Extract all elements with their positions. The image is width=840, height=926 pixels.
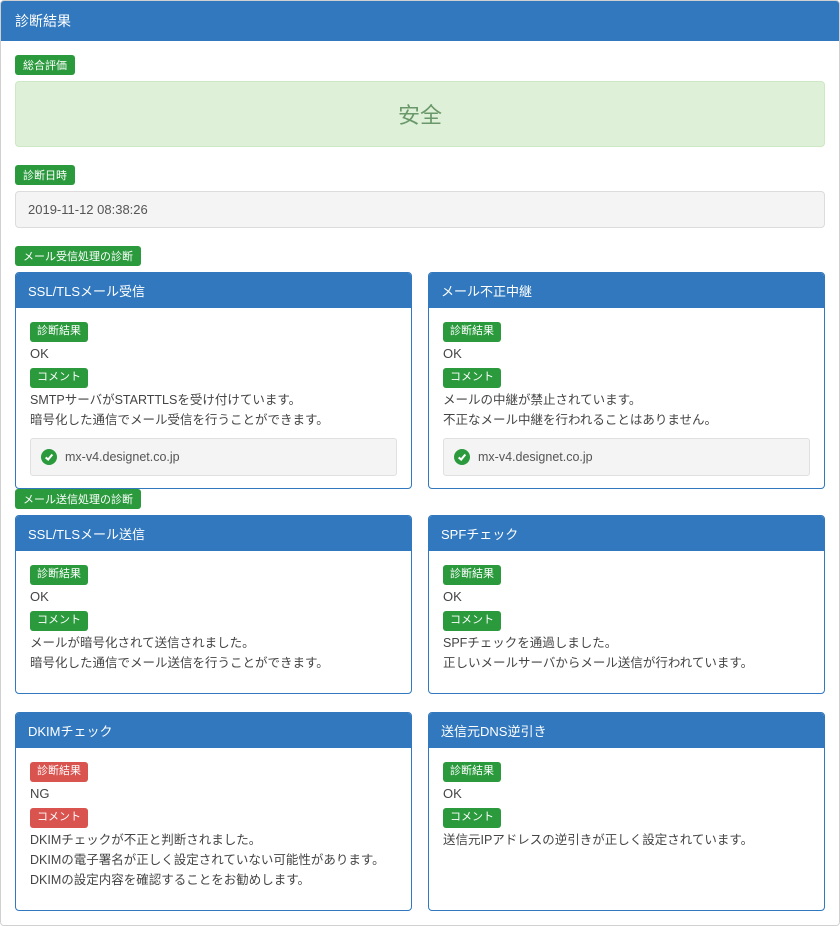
result-label-tag: 診断結果	[443, 322, 501, 342]
recv-section-label: メール受信処理の診断	[15, 246, 141, 266]
check-ok-icon	[41, 449, 57, 465]
card-body: 診断結果OK コメントメールが暗号化されて送信されました。暗号化した通信でメール送…	[16, 551, 411, 693]
overall-label: 総合評価	[15, 55, 75, 75]
result-value: OK	[30, 344, 397, 365]
result-label-tag: 診断結果	[30, 322, 88, 342]
overall-safe-banner: 安全	[15, 81, 825, 147]
result-value: OK	[443, 784, 810, 805]
recv-section: メール受信処理の診断 SSL/TLSメール受信診断結果OKコメントSMTPサーバ…	[15, 246, 825, 489]
card-body: 診断結果OK コメント送信元IPアドレスの逆引きが正しく設定されています。	[429, 748, 824, 910]
diagnosis-card: SSL/TLSメール送信診断結果OK コメントメールが暗号化されて送信されました。…	[15, 515, 412, 694]
host-name: mx-v4.designet.co.jp	[65, 447, 180, 467]
card-title: 送信元DNS逆引き	[429, 713, 824, 748]
panel-body: 総合評価 安全 診断日時 2019-11-12 08:38:26 メール受信処理…	[1, 41, 839, 925]
card-body: 診断結果OK コメントSMTPサーバがSTARTTLSを受け付けています。暗号化し…	[16, 308, 411, 488]
card-title: SSL/TLSメール送信	[16, 516, 411, 551]
comment-label-tag: コメント	[443, 611, 501, 631]
host-box: mx-v4.designet.co.jp	[30, 438, 397, 476]
diagnosis-card: メール不正中継診断結果OK コメントメールの中継が禁止されています。不正なメール中…	[428, 272, 825, 489]
send-rows-container: SSL/TLSメール送信診断結果OKコメントメールが暗号化されて送信されました。…	[15, 515, 825, 911]
card-body: 診断結果NG コメントDKIMチェックが不正と判断されました。DKIMの電子署名が…	[16, 748, 411, 910]
diagnosis-panel: 診断結果 総合評価 安全 診断日時 2019-11-12 08:38:26 メー…	[0, 0, 840, 926]
diagnosis-card: SPFチェック診断結果OK コメントSPFチェックを通過しました。正しいメールサー…	[428, 515, 825, 694]
send-section-label: メール送信処理の診断	[15, 489, 141, 509]
comment-label-tag: コメント	[443, 808, 501, 828]
comment-label-tag: コメント	[30, 368, 88, 388]
result-label-tag: 診断結果	[443, 565, 501, 585]
check-ok-icon	[454, 449, 470, 465]
result-value: OK	[443, 344, 810, 365]
comment-text: SPFチェックを通過しました。正しいメールサーバからメール送信が行われています。	[443, 633, 810, 673]
result-label-tag: 診断結果	[30, 565, 88, 585]
comment-text: DKIMチェックが不正と判断されました。DKIMの電子署名が正しく設定されていな…	[30, 830, 397, 890]
overall-section: 総合評価 安全	[15, 55, 825, 147]
date-value: 2019-11-12 08:38:26	[28, 202, 148, 217]
send-cards-row: SSL/TLSメール送信診断結果OKコメントメールが暗号化されて送信されました。…	[15, 515, 825, 694]
result-label-tag: 診断結果	[443, 762, 501, 782]
comment-text: メールが暗号化されて送信されました。暗号化した通信でメール送信を行うことができま…	[30, 633, 397, 673]
card-body: 診断結果OK コメントSPFチェックを通過しました。正しいメールサーバからメール送…	[429, 551, 824, 693]
card-title: SPFチェック	[429, 516, 824, 551]
comment-text: 送信元IPアドレスの逆引きが正しく設定されています。	[443, 830, 810, 850]
comment-label-tag: コメント	[30, 808, 88, 828]
host-name: mx-v4.designet.co.jp	[478, 447, 593, 467]
send-section: メール送信処理の診断 SSL/TLSメール送信診断結果OKコメントメールが暗号化…	[15, 489, 825, 911]
card-body: 診断結果OK コメントメールの中継が禁止されています。不正なメール中継を行われるこ…	[429, 308, 824, 488]
comment-label-tag: コメント	[30, 611, 88, 631]
diagnosis-card: 送信元DNS逆引き診断結果OK コメント送信元IPアドレスの逆引きが正しく設定され…	[428, 712, 825, 911]
result-value: NG	[30, 784, 397, 805]
card-title: DKIMチェック	[16, 713, 411, 748]
overall-safe-text: 安全	[398, 103, 442, 128]
result-label-tag: 診断結果	[30, 762, 88, 782]
date-section: 診断日時 2019-11-12 08:38:26	[15, 165, 825, 228]
date-value-box: 2019-11-12 08:38:26	[15, 191, 825, 228]
send-cards-row: DKIMチェック診断結果NGコメントDKIMチェックが不正と判断されました。DK…	[15, 712, 825, 911]
card-title: SSL/TLSメール受信	[16, 273, 411, 308]
recv-cards-row: SSL/TLSメール受信診断結果OKコメントSMTPサーバがSTARTTLSを受…	[15, 272, 825, 489]
diagnosis-card: SSL/TLSメール受信診断結果OK コメントSMTPサーバがSTARTTLSを受…	[15, 272, 412, 489]
comment-text: SMTPサーバがSTARTTLSを受け付けています。暗号化した通信でメール受信を…	[30, 390, 397, 430]
result-value: OK	[443, 587, 810, 608]
date-label: 診断日時	[15, 165, 75, 185]
panel-header: 診断結果	[1, 1, 839, 41]
host-box: mx-v4.designet.co.jp	[443, 438, 810, 476]
comment-label-tag: コメント	[443, 368, 501, 388]
card-title: メール不正中継	[429, 273, 824, 308]
comment-text: メールの中継が禁止されています。不正なメール中継を行われることはありません。	[443, 390, 810, 430]
result-value: OK	[30, 587, 397, 608]
panel-title: 診断結果	[15, 13, 71, 29]
diagnosis-card: DKIMチェック診断結果NG コメントDKIMチェックが不正と判断されました。DK…	[15, 712, 412, 911]
